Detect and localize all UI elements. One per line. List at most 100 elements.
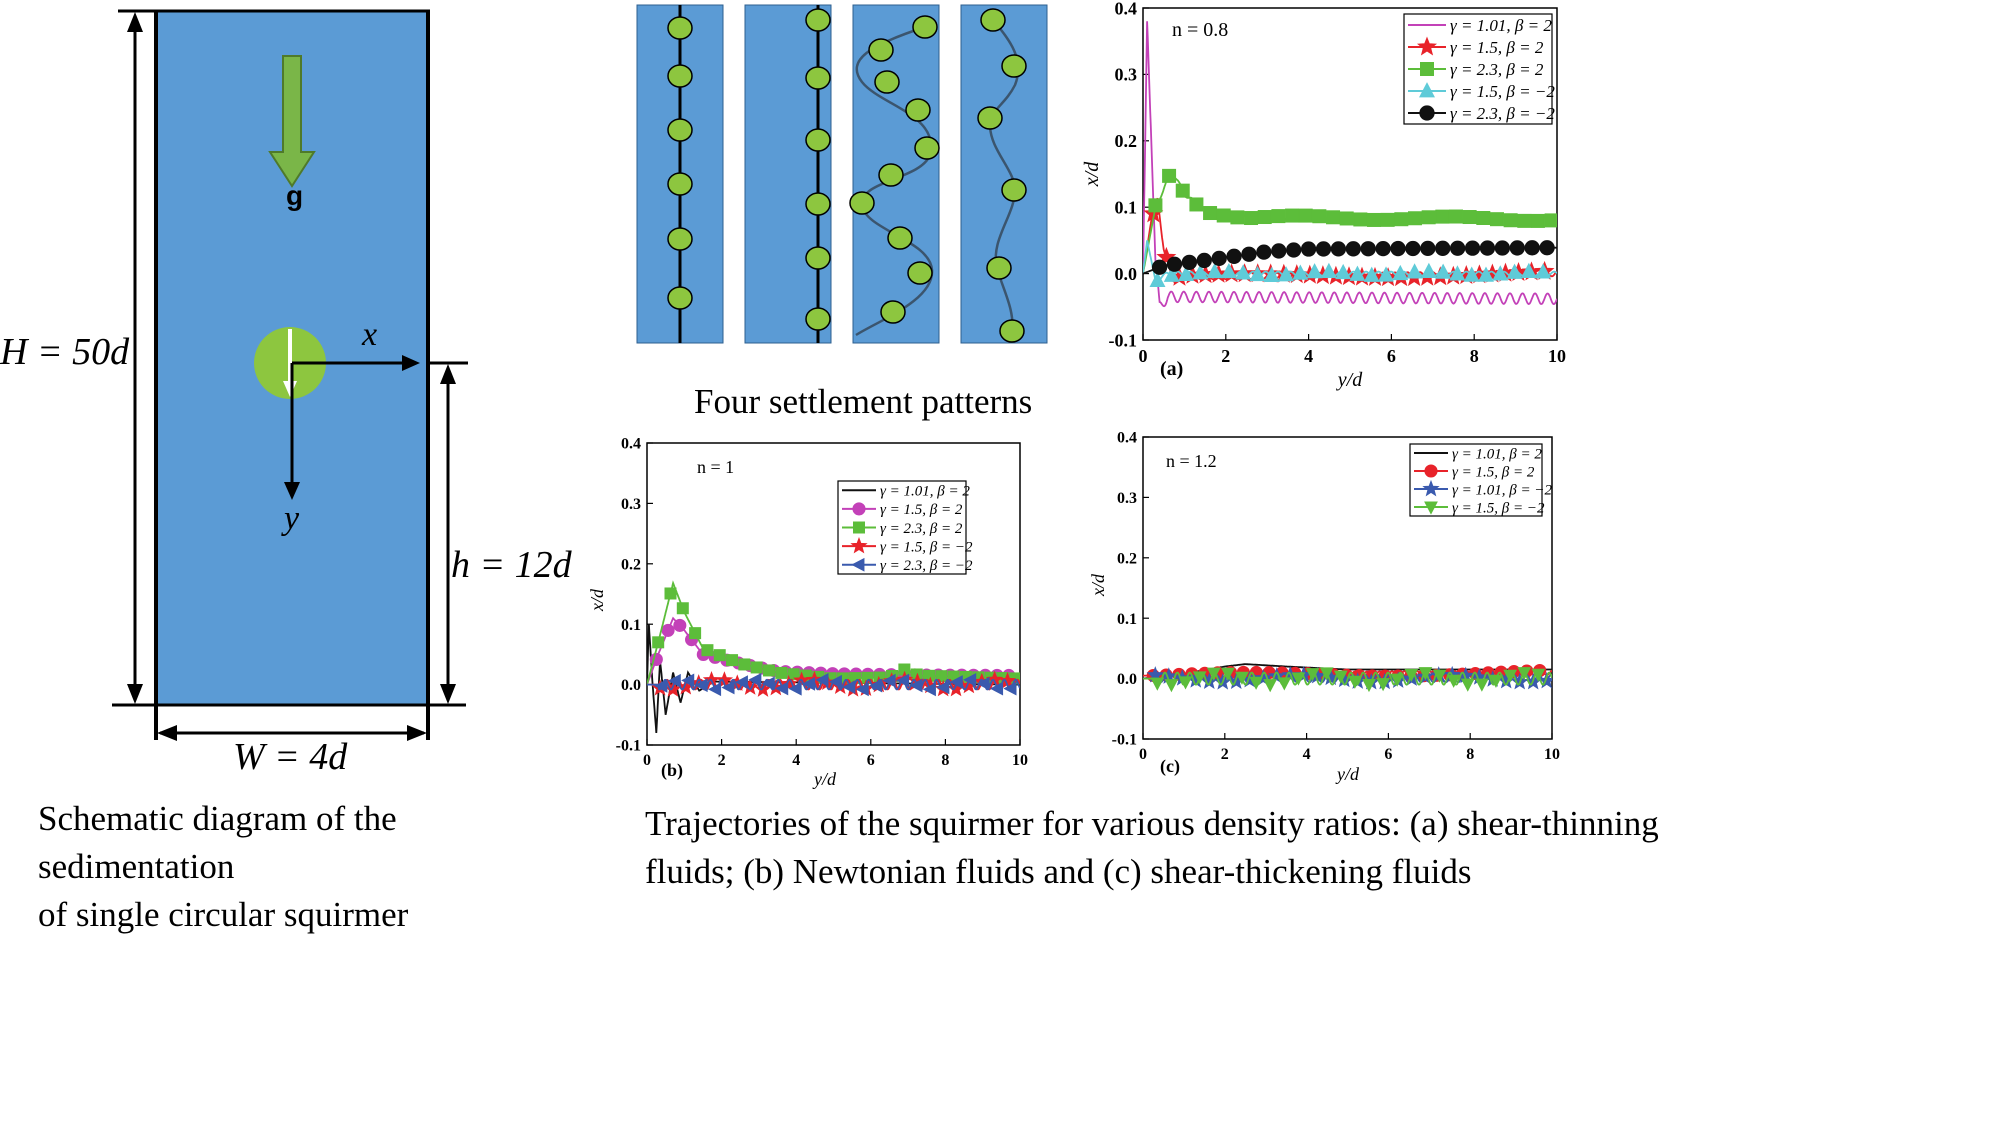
data-point xyxy=(1420,240,1436,257)
data-point xyxy=(1406,263,1423,279)
legend-label: γ = 1.5, β = −2 xyxy=(1452,500,1545,516)
legend-label: γ = 1.5, β = −2 xyxy=(880,539,973,555)
series-4 xyxy=(647,672,1020,697)
settling-particle xyxy=(999,319,1025,343)
data-point xyxy=(1175,183,1190,198)
legend-label: γ = 2.3, β = 2 xyxy=(880,521,963,537)
data-point xyxy=(761,676,775,691)
arrowhead xyxy=(157,725,177,741)
settling-particle xyxy=(667,172,693,196)
gravity-arrow-icon xyxy=(268,55,316,188)
legend-label: γ = 1.01, β = −2 xyxy=(1452,482,1552,498)
legend-label: γ = 1.01, β = 2 xyxy=(1450,16,1552,35)
settling-particle xyxy=(905,98,931,122)
x-tick-label: 2 xyxy=(1221,346,1230,366)
y-tick-label: 0.0 xyxy=(621,677,641,694)
data-point xyxy=(738,658,751,671)
data-point xyxy=(762,664,775,677)
data-point xyxy=(1148,198,1163,213)
data-point xyxy=(787,668,800,681)
settling-particle xyxy=(805,8,831,32)
y-tick-label: 0.1 xyxy=(1117,611,1137,628)
data-point xyxy=(707,682,722,697)
settling-particle xyxy=(667,16,693,40)
x-tick-label: 10 xyxy=(1012,752,1028,769)
arrowhead xyxy=(127,684,143,704)
legend-label: γ = 2.3, β = 2 xyxy=(1450,60,1544,79)
legend-label: γ = 2.3, β = −2 xyxy=(880,558,973,574)
x-tick-label: 0 xyxy=(643,752,651,769)
settling-particle xyxy=(874,70,900,94)
data-point xyxy=(1162,168,1177,183)
arrowhead xyxy=(402,355,420,371)
panel-label: (b) xyxy=(661,760,683,781)
data-point xyxy=(701,644,714,657)
data-point xyxy=(815,673,829,687)
data-point xyxy=(676,602,689,615)
flow-index-annotation: n = 0.8 xyxy=(1172,19,1228,41)
data-point xyxy=(1367,212,1382,227)
x-tick-label: 8 xyxy=(941,752,949,769)
data-point xyxy=(1535,263,1552,279)
data-point xyxy=(1360,241,1376,257)
settling-particle xyxy=(868,38,894,62)
data-point xyxy=(1235,671,1249,685)
data-point xyxy=(1489,212,1504,227)
trajectories-caption: Trajectories of the squirmer for various… xyxy=(645,804,1659,891)
data-point xyxy=(1149,271,1166,287)
data-point xyxy=(1464,240,1481,256)
settling-particle xyxy=(805,192,831,216)
x-tick-label: 2 xyxy=(1221,746,1229,763)
data-point xyxy=(1189,197,1204,212)
y-axis-title: x/d xyxy=(587,588,607,612)
data-point xyxy=(1003,681,1017,696)
data-point xyxy=(1335,263,1352,280)
data-point xyxy=(1449,265,1466,281)
data-point xyxy=(1363,266,1380,282)
data-point xyxy=(1333,670,1348,684)
plot-frame xyxy=(1142,7,1558,341)
data-point xyxy=(1312,209,1327,224)
data-point xyxy=(1530,213,1545,228)
data-point xyxy=(681,673,695,688)
y-axis-title: x/d xyxy=(1088,573,1108,597)
data-point xyxy=(1509,240,1525,256)
x-tick-label: 0 xyxy=(1139,746,1147,763)
arrowhead xyxy=(127,12,143,32)
data-point xyxy=(748,672,762,687)
data-point xyxy=(1421,210,1436,225)
legend-label: γ = 1.5, β = 2 xyxy=(1452,464,1535,480)
data-point xyxy=(1220,667,1235,681)
data-point xyxy=(869,678,883,693)
arrowhead xyxy=(284,482,300,500)
settling-particle xyxy=(805,128,831,152)
data-point xyxy=(1249,676,1263,690)
data-point xyxy=(654,679,668,693)
y-tick-label: 0.3 xyxy=(1115,65,1138,85)
data-point xyxy=(801,676,816,691)
data-point xyxy=(850,536,868,554)
data-point xyxy=(1544,213,1557,228)
settling-particle xyxy=(667,64,693,88)
data-point xyxy=(1407,211,1422,226)
data-point xyxy=(1256,244,1272,260)
legend-label: γ = 1.5, β = 2 xyxy=(880,502,963,518)
data-point xyxy=(1249,265,1266,282)
data-point xyxy=(1230,210,1245,225)
data-point xyxy=(1494,240,1511,256)
settling-particle xyxy=(980,8,1006,32)
arrowhead xyxy=(440,684,456,704)
x-tick-label: 10 xyxy=(1544,746,1560,763)
data-point xyxy=(1503,669,1517,683)
data-point xyxy=(1216,208,1231,223)
y-tick-label: 0.2 xyxy=(621,556,641,573)
data-point xyxy=(1539,240,1555,256)
x-axis-title: y/d xyxy=(1336,369,1363,391)
data-point xyxy=(1291,672,1306,686)
settling-particle xyxy=(912,15,938,39)
y-tick-label: 0.4 xyxy=(1117,430,1137,447)
data-point xyxy=(1181,254,1198,270)
series-4 xyxy=(1143,240,1557,275)
x-axis-title: y/d xyxy=(812,769,837,789)
